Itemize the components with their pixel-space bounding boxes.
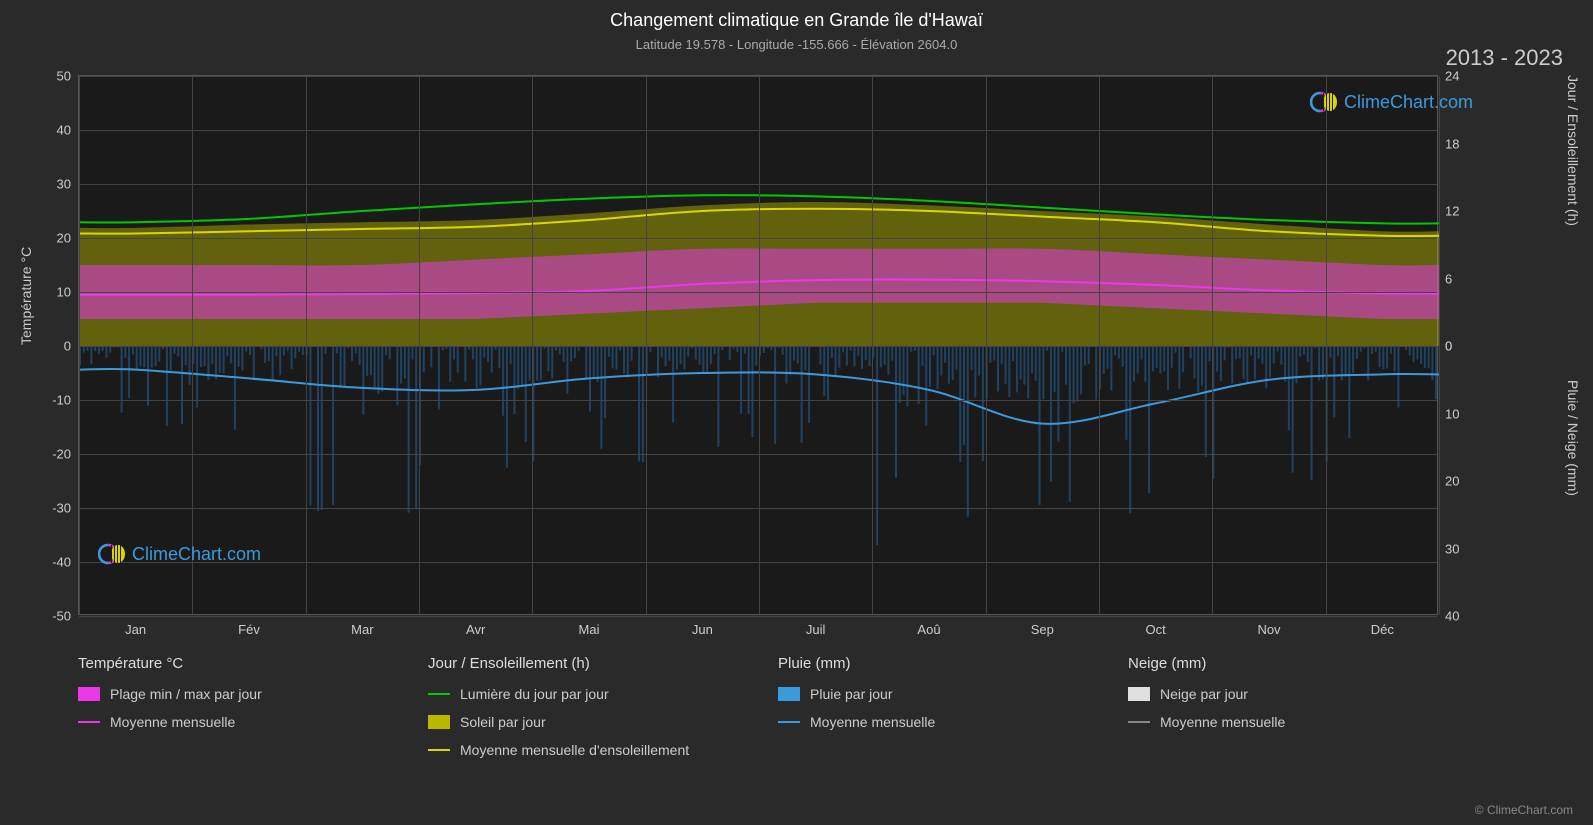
legend-item: Moyenne mensuelle xyxy=(1128,714,1438,730)
y-left-tick: -50 xyxy=(52,609,79,624)
legend-swatch xyxy=(1128,721,1150,723)
legend-swatch xyxy=(1128,687,1150,701)
y-left-tick: -10 xyxy=(52,393,79,408)
y-right-top-tick: 24 xyxy=(1437,69,1459,84)
legend-swatch xyxy=(428,693,450,695)
x-month-tick: Jan xyxy=(125,614,146,637)
watermark-text: ClimeChart.com xyxy=(132,544,261,565)
legend-swatch xyxy=(78,687,100,701)
x-month-tick: Déc xyxy=(1371,614,1394,637)
legend-item: Neige par jour xyxy=(1128,686,1438,702)
legend: Température °C Plage min / max par jour M… xyxy=(78,655,1438,770)
y-left-axis-label: Température °C xyxy=(18,247,34,345)
x-month-tick: Mai xyxy=(579,614,600,637)
x-month-tick: Nov xyxy=(1257,614,1280,637)
y-left-tick: 10 xyxy=(57,285,79,300)
x-month-tick: Jun xyxy=(692,614,713,637)
chart-title: Changement climatique en Grande île d'Ha… xyxy=(0,0,1593,31)
y-right-bot-tick: 10 xyxy=(1437,406,1459,421)
legend-label: Moyenne mensuelle xyxy=(810,714,935,730)
x-month-tick: Oct xyxy=(1146,614,1166,637)
legend-label: Lumière du jour par jour xyxy=(460,686,609,702)
x-month-tick: Avr xyxy=(466,614,485,637)
legend-title: Pluie (mm) xyxy=(778,655,1088,672)
x-month-tick: Sep xyxy=(1031,614,1054,637)
x-month-tick: Juil xyxy=(806,614,826,637)
year-range: 2013 - 2023 xyxy=(1446,45,1563,71)
y-left-tick: -40 xyxy=(52,555,79,570)
legend-item: Moyenne mensuelle d'ensoleillement xyxy=(428,742,738,758)
y-right-bot-tick: 30 xyxy=(1437,541,1459,556)
y-left-tick: 30 xyxy=(57,177,79,192)
plot-canvas: -50-40-30-20-100102030405006121824010203… xyxy=(78,75,1438,615)
legend-item: Moyenne mensuelle xyxy=(78,714,388,730)
watermark-icon xyxy=(1310,88,1338,116)
legend-swatch xyxy=(428,715,450,729)
legend-title: Jour / Ensoleillement (h) xyxy=(428,655,738,672)
y-left-tick: 50 xyxy=(57,69,79,84)
y-left-tick: -20 xyxy=(52,447,79,462)
copyright: © ClimeChart.com xyxy=(1475,803,1573,817)
y-right-bot-tick: 40 xyxy=(1437,609,1459,624)
legend-item: Moyenne mensuelle xyxy=(778,714,1088,730)
legend-label: Neige par jour xyxy=(1160,686,1248,702)
legend-col-temperature: Température °C Plage min / max par jour M… xyxy=(78,655,388,770)
legend-swatch xyxy=(78,721,100,723)
legend-label: Moyenne mensuelle xyxy=(1160,714,1285,730)
y-left-tick: -30 xyxy=(52,501,79,516)
legend-item: Lumière du jour par jour xyxy=(428,686,738,702)
y-left-tick: 20 xyxy=(57,231,79,246)
y-left-tick: 40 xyxy=(57,123,79,138)
legend-swatch xyxy=(428,749,450,751)
legend-label: Soleil par jour xyxy=(460,714,546,730)
watermark-text: ClimeChart.com xyxy=(1344,92,1473,113)
legend-item: Soleil par jour xyxy=(428,714,738,730)
legend-label: Moyenne mensuelle d'ensoleillement xyxy=(460,742,689,758)
x-month-tick: Mar xyxy=(351,614,373,637)
watermark-icon xyxy=(98,540,126,568)
legend-col-rain: Pluie (mm) Pluie par jour Moyenne mensuel… xyxy=(778,655,1088,770)
legend-item: Pluie par jour xyxy=(778,686,1088,702)
y-right-top-tick: 12 xyxy=(1437,204,1459,219)
x-month-tick: Aoû xyxy=(917,614,940,637)
watermark-top: ClimeChart.com xyxy=(1310,88,1473,116)
chart-area: -50-40-30-20-100102030405006121824010203… xyxy=(78,75,1438,615)
legend-label: Moyenne mensuelle xyxy=(110,714,235,730)
y-right-bot-axis-label: Pluie / Neige (mm) xyxy=(1565,380,1581,496)
legend-title: Neige (mm) xyxy=(1128,655,1438,672)
y-right-top-tick: 18 xyxy=(1437,136,1459,151)
legend-col-daylight: Jour / Ensoleillement (h) Lumière du jou… xyxy=(428,655,738,770)
legend-swatch xyxy=(778,721,800,723)
watermark-bottom: ClimeChart.com xyxy=(98,540,261,568)
legend-swatch xyxy=(778,687,800,701)
y-left-tick: 0 xyxy=(64,339,79,354)
y-right-bot-tick: 20 xyxy=(1437,474,1459,489)
legend-label: Plage min / max par jour xyxy=(110,686,262,702)
legend-item: Plage min / max par jour xyxy=(78,686,388,702)
x-month-tick: Fév xyxy=(238,614,260,637)
legend-title: Température °C xyxy=(78,655,388,672)
y-right-top-axis-label: Jour / Ensoleillement (h) xyxy=(1565,75,1581,226)
legend-label: Pluie par jour xyxy=(810,686,893,702)
chart-subtitle: Latitude 19.578 - Longitude -155.666 - É… xyxy=(0,31,1593,52)
legend-col-snow: Neige (mm) Neige par jour Moyenne mensuel… xyxy=(1128,655,1438,770)
